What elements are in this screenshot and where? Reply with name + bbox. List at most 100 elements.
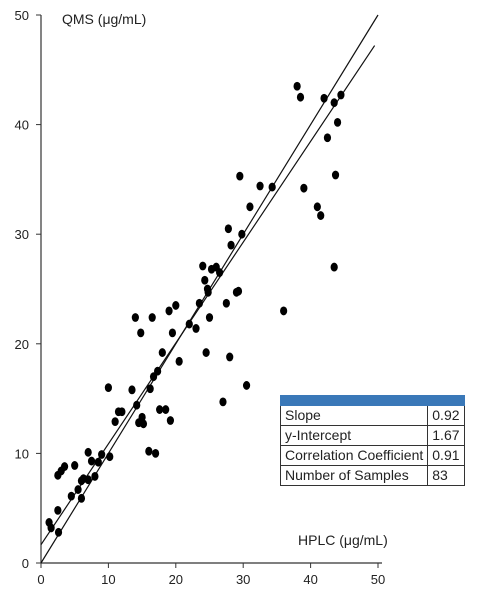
data-points [45,81,345,537]
data-point [106,452,114,462]
data-point [156,405,164,414]
y-tick-label: 20 [15,337,29,352]
data-point [195,298,203,308]
data-point [320,93,328,103]
data-point [236,171,244,181]
data-point [98,450,106,459]
stat-value: 1.67 [427,425,465,446]
data-point [205,313,214,322]
data-point [166,416,175,425]
data-point [234,286,243,296]
data-point [330,98,338,108]
x-tick-label: 0 [37,572,44,587]
data-point [300,183,308,193]
data-point [84,447,92,457]
stat-label: Correlation Coefficient [279,445,429,466]
data-point [146,384,154,394]
statistics-row-intercept: y-Intercept 1.67 [279,425,465,446]
y-tick-label: 10 [15,446,29,461]
data-point [204,287,212,297]
data-point [94,457,102,467]
data-point [162,405,170,414]
data-point [54,527,63,537]
x-tick-label: 40 [303,572,317,587]
data-point [296,92,305,102]
data-point [222,298,230,308]
y-tick-label: 50 [15,8,29,23]
stat-value: 0.91 [427,445,465,466]
y-tick-label: 40 [15,118,29,133]
data-point [91,472,99,481]
data-point [154,366,162,376]
data-point [54,505,62,515]
stat-label: Number of Samples [279,465,429,486]
data-point [131,313,139,322]
data-point [219,397,227,407]
x-tick-label: 30 [236,572,250,587]
data-point [337,90,345,100]
data-point [84,475,92,485]
data-point [201,275,209,285]
x-tick-label: 50 [371,572,385,587]
data-point [172,301,180,310]
data-point [138,412,146,422]
stat-label: Slope [279,405,429,426]
y-tick-label: 0 [22,556,29,571]
data-point [246,202,254,212]
data-point [60,462,69,471]
data-point [242,381,251,390]
stat-value: 0.92 [427,405,465,426]
data-point [165,306,173,316]
data-point [224,224,232,234]
data-point [74,485,82,494]
data-point [148,313,156,322]
data-point [192,324,200,333]
data-point [317,211,325,220]
data-point [280,306,288,316]
data-point [111,417,119,427]
data-point [268,182,276,192]
data-point [313,202,321,212]
data-point [77,493,86,503]
axes: 0 10 20 30 40 50 0 10 20 30 40 50 [15,8,386,587]
statistics-row-slope: Slope 0.92 [279,405,465,426]
data-point [202,348,210,357]
data-point [331,170,340,180]
statistics-table: Slope 0.92 y-Intercept 1.67 Correlation … [279,395,465,486]
statistics-table-header [279,395,465,406]
data-point [333,118,342,127]
data-point [139,419,148,429]
data-point [330,262,338,272]
statistics-row-correlation: Correlation Coefficient 0.91 [279,445,465,466]
data-point [175,356,183,366]
data-point [256,181,264,191]
x-axis-label: HPLC (μg/mL) [298,532,388,548]
data-point [238,229,246,239]
stat-value: 83 [427,465,465,486]
data-point [293,81,301,91]
data-point [185,319,193,329]
data-point [71,461,79,470]
y-axis-label: QMS (μg/mL) [62,11,146,27]
data-point [118,407,126,417]
data-point [168,328,177,338]
stat-label: y-Intercept [279,425,429,446]
x-tick-label: 20 [169,572,183,587]
data-point [151,449,160,458]
data-point [47,523,55,533]
data-point [216,268,224,277]
data-point [158,348,166,357]
data-point [67,491,75,501]
data-point [145,446,153,456]
data-point [87,456,96,466]
x-tick-label: 10 [101,572,115,587]
data-point [199,261,207,271]
data-point [137,328,145,338]
data-point [323,133,332,143]
data-point [128,385,136,395]
statistics-row-samples: Number of Samples 83 [279,465,465,486]
data-point [104,383,112,393]
y-tick-label: 30 [15,227,29,242]
data-point [133,400,141,410]
